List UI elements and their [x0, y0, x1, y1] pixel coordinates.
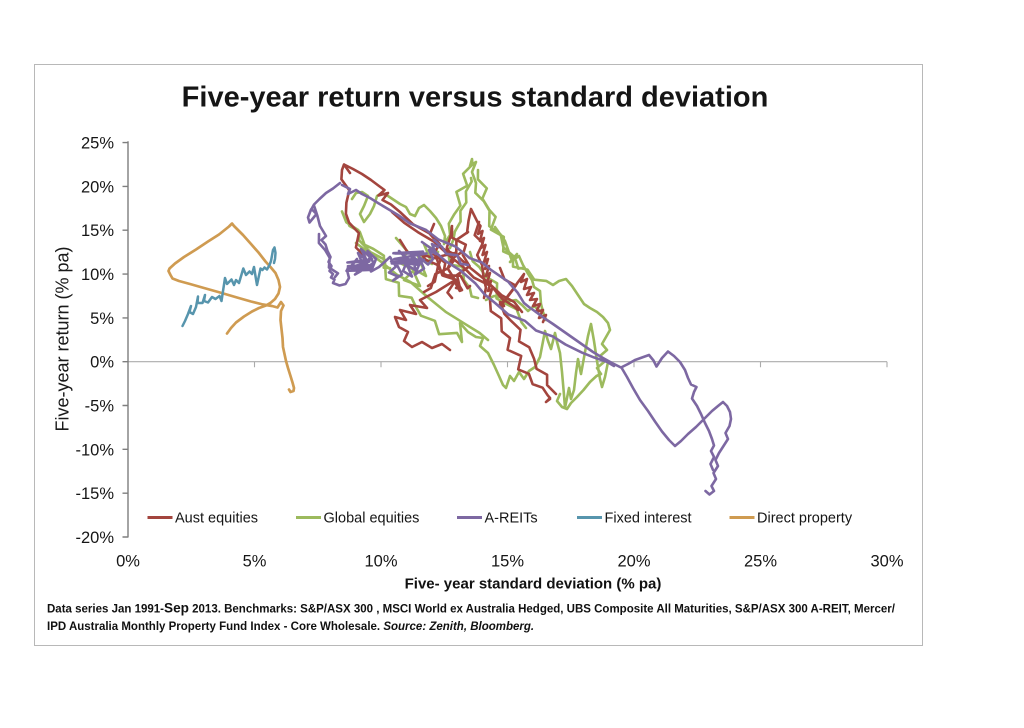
svg-text:Aust equities: Aust equities [175, 511, 258, 527]
svg-text:A-REITs: A-REITs [485, 511, 538, 527]
svg-text:30%: 30% [870, 553, 903, 571]
svg-text:5%: 5% [243, 553, 267, 571]
svg-text:20%: 20% [81, 178, 114, 196]
svg-text:Fixed interest: Fixed interest [605, 511, 692, 527]
svg-text:0%: 0% [90, 354, 114, 372]
svg-text:IPD Australia Monthly Property: IPD Australia Monthly Property Fund Inde… [47, 621, 534, 633]
svg-text:15%: 15% [81, 222, 114, 240]
svg-text:0%: 0% [116, 553, 140, 571]
svg-text:Direct property: Direct property [757, 511, 853, 527]
svg-text:10%: 10% [364, 553, 397, 571]
svg-text:Data series Jan 1991-Sep 2013.: Data series Jan 1991-Sep 2013. Benchmark… [47, 601, 896, 616]
svg-text:5%: 5% [90, 310, 114, 328]
svg-text:Global equities: Global equities [324, 511, 420, 527]
svg-text:25%: 25% [81, 135, 114, 153]
svg-text:Five-year return (% pa): Five-year return (% pa) [53, 246, 73, 431]
svg-text:-10%: -10% [75, 441, 114, 459]
svg-text:15%: 15% [491, 553, 524, 571]
svg-text:20%: 20% [617, 553, 650, 571]
svg-text:10%: 10% [81, 266, 114, 284]
svg-text:-20%: -20% [75, 529, 114, 547]
svg-text:Five- year standard deviation: Five- year standard deviation (% pa) [405, 576, 662, 593]
svg-text:25%: 25% [744, 553, 777, 571]
svg-text:-15%: -15% [75, 485, 114, 503]
svg-text:-5%: -5% [85, 398, 115, 416]
svg-text:Five-year return versus standa: Five-year return versus standard deviati… [182, 82, 769, 114]
